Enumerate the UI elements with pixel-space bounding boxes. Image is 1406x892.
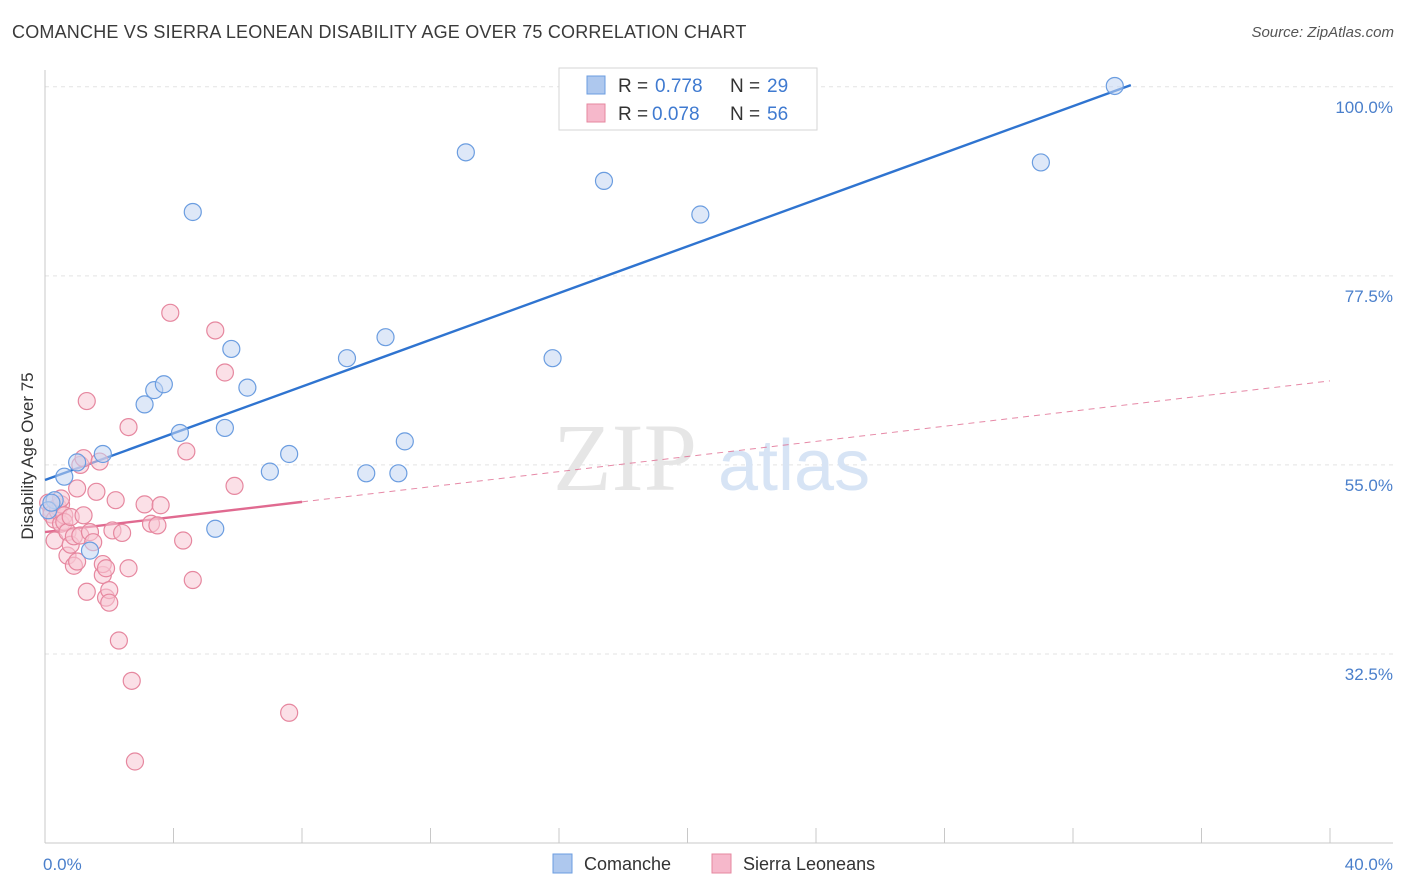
- data-point-sierra: [148, 516, 167, 535]
- legend-r-label-comanche: R =: [618, 76, 648, 97]
- data-point-comanche: [1105, 76, 1124, 96]
- chart-title: COMANCHE VS SIERRA LEONEAN DISABILITY AG…: [12, 22, 747, 42]
- bottom-legend-label-sierra: Sierra Leoneans: [743, 854, 875, 874]
- data-point-sierra: [174, 531, 193, 550]
- data-point-comanche: [206, 519, 225, 538]
- legend-n-value-sierra: 56: [767, 104, 788, 125]
- legend-swatch-comanche: [586, 75, 606, 95]
- data-point-comanche: [55, 467, 74, 486]
- data-point-sierra: [119, 559, 138, 578]
- data-point-comanche: [337, 349, 357, 368]
- data-point-sierra: [135, 495, 154, 514]
- data-point-sierra: [96, 559, 116, 578]
- data-point-comanche: [42, 493, 61, 512]
- points-layer: [39, 76, 1124, 771]
- legend-r-value-comanche: 0.778: [655, 76, 703, 97]
- data-point-comanche: [135, 395, 154, 414]
- watermark: ZIP atlas: [553, 404, 870, 511]
- data-point-sierra: [215, 363, 234, 382]
- data-point-sierra: [280, 703, 299, 722]
- data-point-sierra: [122, 671, 141, 690]
- y-axis-title: Disability Age Over 75: [18, 372, 37, 539]
- data-point-comanche: [170, 423, 190, 443]
- source-label: Source: ZipAtlas.com: [1251, 24, 1394, 41]
- y-tick-label: 55.0%: [1345, 476, 1393, 495]
- data-point-sierra: [100, 593, 119, 612]
- watermark-atlas: atlas: [718, 426, 870, 506]
- bottom-legend-swatch-comanche: [552, 853, 573, 874]
- legend-n-label-sierra: N =: [730, 104, 760, 125]
- data-point-sierra: [161, 303, 180, 322]
- watermark-zip: ZIP: [553, 404, 697, 511]
- data-point-comanche: [215, 418, 234, 438]
- trend-line-comanche: [44, 83, 1132, 482]
- data-point-sierra: [87, 482, 106, 501]
- data-point-sierra: [68, 479, 87, 498]
- bottom-legend-swatch-sierra: [711, 853, 732, 874]
- data-point-sierra: [106, 491, 125, 510]
- data-point-comanche: [80, 541, 100, 560]
- legend-n-value-comanche: 29: [767, 76, 788, 97]
- legend-r-value-sierra: 0.078: [652, 104, 700, 125]
- x-tick-label-min: 0.0%: [43, 855, 82, 874]
- data-point-sierra: [68, 552, 87, 571]
- data-point-sierra: [77, 391, 96, 411]
- y-tick-label: 100.0%: [1335, 98, 1393, 117]
- trend-line-extended-sierra: [301, 380, 1331, 503]
- x-tick-label-max: 40.0%: [1345, 855, 1393, 874]
- y-tick-label: 32.5%: [1345, 665, 1393, 684]
- data-point-sierra: [77, 582, 96, 601]
- data-point-comanche: [68, 453, 87, 472]
- legend-r-label-sierra: R =: [618, 104, 648, 125]
- y-tick-label: 77.5%: [1345, 287, 1393, 306]
- bottom-legend-label-comanche: Comanche: [584, 854, 671, 874]
- data-point-sierra: [177, 442, 196, 461]
- data-point-comanche: [280, 444, 299, 464]
- legend-swatch-sierra: [586, 103, 606, 123]
- data-point-comanche: [594, 171, 614, 191]
- data-point-comanche: [260, 462, 279, 481]
- data-point-comanche: [395, 432, 414, 451]
- data-point-comanche: [183, 202, 202, 222]
- data-point-comanche: [154, 375, 173, 394]
- data-point-comanche: [1031, 153, 1050, 172]
- data-point-sierra: [112, 523, 132, 543]
- data-point-sierra: [151, 496, 170, 515]
- data-point-sierra: [109, 631, 128, 650]
- data-point-sierra: [206, 321, 225, 340]
- data-point-sierra: [125, 752, 145, 771]
- data-point-sierra: [183, 570, 202, 590]
- data-point-sierra: [225, 476, 244, 496]
- bottom-legend: Comanche Sierra Leoneans: [552, 853, 875, 874]
- data-point-comanche: [222, 339, 241, 359]
- top-legend: R = 0.778 N = 29 R = 0.078 N = 56: [558, 67, 818, 131]
- data-point-comanche: [93, 444, 112, 464]
- data-point-comanche: [376, 328, 395, 347]
- legend-n-label-comanche: N =: [730, 76, 760, 97]
- axis-layer: 32.5% 55.0% 77.5% 100.0% 0.0% 40.0%: [43, 70, 1393, 874]
- data-point-comanche: [238, 378, 257, 397]
- data-point-comanche: [456, 143, 475, 162]
- data-point-sierra: [119, 417, 138, 437]
- grid-layer: [45, 86, 1393, 655]
- data-point-sierra: [74, 506, 93, 525]
- data-point-comanche: [357, 464, 376, 483]
- data-point-comanche: [389, 464, 408, 483]
- data-point-comanche: [543, 349, 562, 368]
- data-point-comanche: [691, 205, 710, 224]
